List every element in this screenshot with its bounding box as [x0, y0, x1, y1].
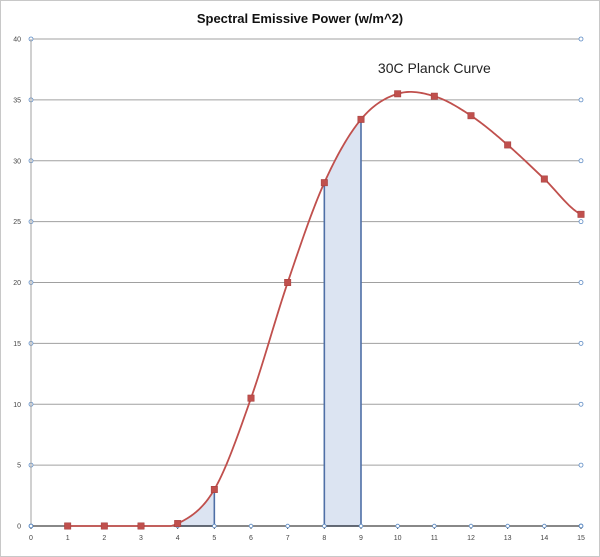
grid-end-dot — [578, 36, 584, 42]
x-tick-label: 2 — [102, 535, 106, 542]
x-tick-dot — [505, 523, 510, 529]
grid-end-dot — [578, 158, 584, 164]
y-tick-label: 20 — [13, 280, 21, 287]
x-tick-dot — [432, 523, 437, 529]
x-tick-label: 8 — [322, 535, 326, 542]
data-point-marker — [577, 210, 585, 218]
y-tick-label: 15 — [13, 341, 21, 348]
shaded-region — [324, 119, 361, 527]
grid-end-dot — [578, 219, 584, 225]
x-tick-dot — [285, 523, 290, 529]
data-point-marker — [467, 112, 475, 120]
data-point-marker — [64, 522, 72, 530]
data-point-marker — [100, 522, 108, 530]
y-tick-label: 30 — [13, 158, 21, 165]
x-tick-dot — [395, 523, 400, 529]
x-tick-label: 1 — [66, 535, 70, 542]
grid-end-dot — [578, 340, 584, 346]
data-point-marker — [504, 141, 512, 149]
data-point-marker — [394, 90, 402, 98]
chart-title: Spectral Emissive Power (w/m^2) — [197, 11, 403, 26]
y-tick-label: 40 — [13, 37, 21, 44]
shaded-region — [177, 489, 215, 526]
y-tick-label: 25 — [13, 219, 21, 226]
data-point-marker — [247, 394, 255, 402]
data-point-marker — [137, 522, 145, 530]
x-tick-label: 4 — [176, 535, 180, 542]
x-tick-dot — [542, 523, 547, 529]
x-tick-label: 12 — [467, 535, 475, 542]
data-point-marker — [174, 520, 182, 528]
y-tick-label: 10 — [13, 402, 21, 409]
x-tick-dot — [358, 523, 364, 529]
x-tick-label: 6 — [249, 535, 253, 542]
data-point-marker — [320, 179, 328, 187]
grid-end-dot — [578, 280, 584, 285]
y-tick-label: 5 — [17, 463, 21, 470]
y-tick-label: 0 — [17, 524, 21, 531]
x-tick-dot — [578, 523, 584, 529]
grid-lines — [28, 36, 584, 529]
y-tick-label: 35 — [13, 97, 21, 104]
axes — [28, 39, 584, 529]
x-tick-label: 11 — [431, 535, 438, 542]
curve-annotation: 30C Planck Curve — [378, 60, 491, 76]
x-tick-dot — [468, 523, 474, 529]
x-tick-label: 13 — [504, 535, 512, 542]
x-tick-label: 15 — [577, 535, 585, 542]
data-point-marker — [540, 175, 548, 183]
data-point-marker — [210, 486, 218, 493]
data-point-marker — [430, 92, 438, 100]
x-tick-dot — [248, 523, 254, 529]
data-markers — [64, 90, 585, 530]
x-tick-dot — [28, 523, 34, 529]
x-tick-label: 5 — [212, 535, 216, 542]
data-point-marker — [284, 279, 292, 286]
grid-end-dot — [578, 401, 584, 407]
x-tick-label: 0 — [29, 535, 33, 542]
x-tick-dot — [322, 523, 327, 529]
data-point-marker — [357, 115, 365, 123]
x-tick-dot — [212, 523, 217, 529]
grid-end-dot — [578, 462, 584, 468]
annotations: 30C Planck Curve — [378, 60, 491, 76]
x-tick-label: 3 — [139, 535, 143, 542]
x-tick-label: 14 — [540, 535, 548, 542]
grid-end-dot — [578, 97, 584, 103]
x-tick-label: 9 — [359, 535, 363, 542]
x-tick-label: 7 — [286, 535, 290, 542]
x-tick-label: 10 — [394, 535, 402, 542]
